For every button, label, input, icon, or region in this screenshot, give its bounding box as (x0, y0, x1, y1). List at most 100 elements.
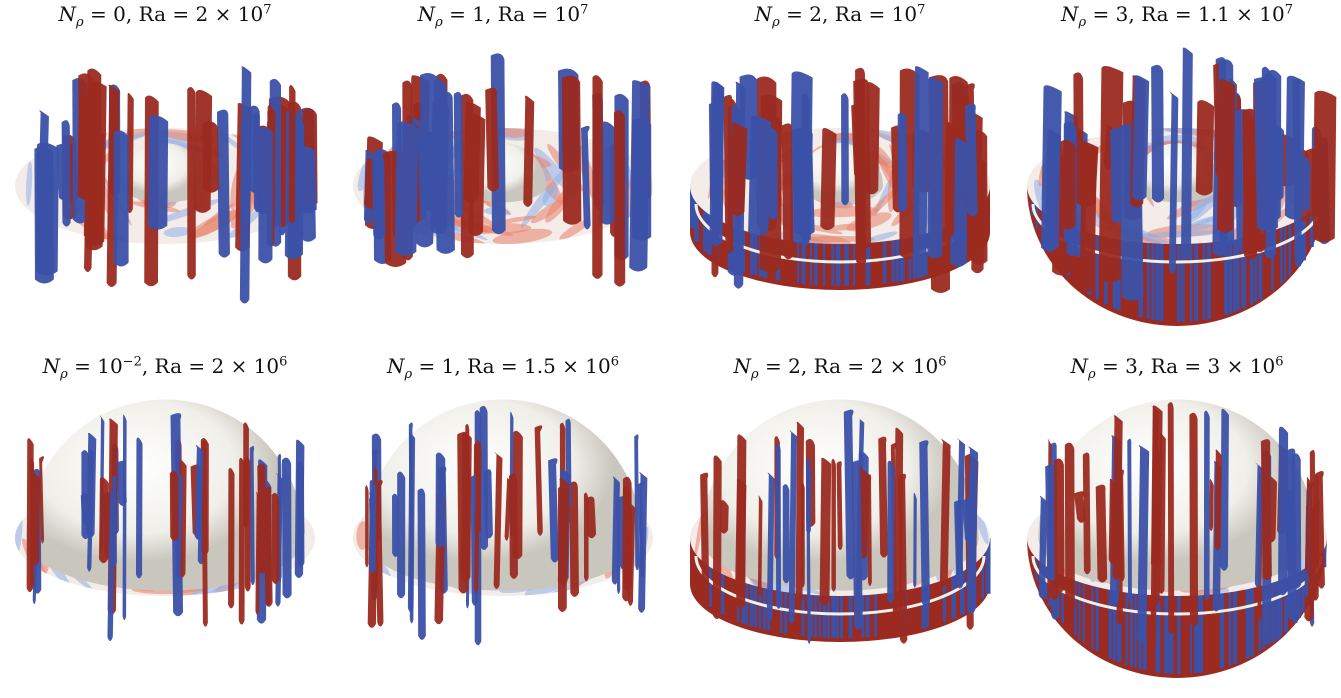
vortex-column (766, 472, 775, 621)
vortex-column (782, 484, 790, 584)
vortex-column (1059, 139, 1076, 230)
vortex-column (897, 112, 908, 212)
vortex-column (580, 125, 591, 230)
slice-streak (542, 184, 559, 207)
vortex-column (709, 81, 725, 247)
vortex-column (1095, 484, 1108, 583)
inner-core-sphere (364, 399, 642, 591)
slice-streak (492, 228, 553, 244)
shell-stripe (1288, 186, 1292, 276)
rayleigh-number-value: 1.1 × 10 (1198, 2, 1285, 26)
vortex-column (927, 77, 944, 259)
slice-streak (559, 219, 591, 240)
rayleigh-number-value: 3 × 10 (1207, 354, 1276, 378)
vortex-column (1108, 478, 1117, 564)
vortex-column (453, 91, 463, 218)
vortex-column (629, 80, 651, 272)
panel-caption: Nρ = 3, Ra = 1.1 × 107 (1060, 2, 1294, 30)
vortex-column (248, 105, 261, 193)
vortex-column (712, 455, 722, 620)
vortex-column (99, 477, 109, 564)
vortex-column (735, 478, 747, 591)
density-contrast-exponent: −2 (122, 354, 142, 370)
density-contrast-value: 3 (1125, 354, 1138, 378)
shell-stripe (1271, 538, 1276, 643)
density-contrast-value: 2 (809, 2, 822, 26)
vortex-column (723, 94, 734, 254)
slice-streak (163, 226, 191, 238)
rayleigh-number-value: 10 (554, 2, 581, 26)
vortex-column (194, 89, 213, 213)
vortex-column (122, 414, 127, 621)
vortex-column (271, 492, 280, 585)
vortex-column (860, 468, 870, 559)
simulation-render (15, 66, 318, 304)
density-contrast-value: 0 (113, 2, 126, 26)
simulation-render (353, 53, 653, 287)
vortex-column (897, 473, 908, 644)
vortex-column (878, 436, 888, 558)
vortex-column (80, 493, 90, 525)
shell-stripe (1245, 538, 1250, 659)
vortex-column (1074, 491, 1086, 523)
shell-stripe (707, 538, 712, 607)
vortex-column (30, 472, 41, 566)
vortex-column (700, 472, 710, 609)
rayleigh-number-exponent: 7 (580, 2, 589, 18)
shell-stripe (1249, 538, 1254, 657)
vortex-column (1284, 75, 1305, 220)
density-contrast-value: 10 (97, 354, 123, 378)
vortex-column (1137, 445, 1150, 643)
shell-stripe (1202, 186, 1206, 320)
simulation-panel: Nρ = 2, Ra = 2 × 106 (680, 352, 1000, 698)
shell-stripe (1301, 186, 1306, 261)
vortex-column (282, 457, 292, 599)
shell-stripe (1322, 538, 1327, 568)
simulation-panel: Nρ = 2, Ra = 107 (680, 0, 1000, 346)
shell-stripe (1129, 538, 1133, 667)
shell-stripe (1155, 538, 1161, 673)
simulation-panel: Nρ = 1, Ra = 107 (343, 0, 663, 346)
vortex-column (1045, 464, 1057, 581)
shell-stripe (1177, 538, 1181, 674)
shell-stripe (707, 186, 712, 255)
vortex-column (819, 457, 832, 606)
panel-caption: Nρ = 2, Ra = 2 × 106 (733, 354, 947, 382)
vortex-column (87, 446, 95, 572)
shell-stripe (1232, 186, 1238, 312)
vortex-column (801, 93, 810, 246)
vortex-column (1315, 470, 1325, 589)
vortex-column (493, 452, 503, 589)
panel-caption: Nρ = 10−2, Ra = 2 × 106 (42, 354, 288, 382)
shell-stripe (1189, 186, 1193, 322)
vortex-column (485, 87, 499, 192)
rayleigh-number-exponent: 6 (938, 354, 947, 370)
density-contrast-value: 3 (1115, 2, 1129, 26)
vortex-column (288, 84, 296, 224)
simulation-panel: Nρ = 0, Ra = 2 × 107 (5, 0, 325, 346)
vortex-column (1209, 479, 1214, 531)
panel-caption: Nρ = 1, Ra = 107 (417, 2, 589, 30)
vortex-column (201, 440, 208, 627)
vortex-column (258, 126, 273, 264)
shell-stripe (1159, 186, 1164, 322)
shell-stripe (1279, 186, 1283, 284)
vortex-column (1260, 439, 1272, 581)
vortex-column (757, 495, 763, 595)
shell-stripe (985, 538, 991, 594)
vortex-column (194, 444, 204, 540)
simulation-render (15, 399, 315, 641)
vortex-column (1217, 79, 1236, 233)
vortex-column (637, 482, 645, 578)
vortex-column (420, 72, 440, 212)
vortex-column (583, 492, 589, 582)
vortex-column (853, 78, 872, 250)
vortex-column (228, 467, 235, 609)
vortex-column (592, 75, 603, 279)
vortex-column (369, 479, 377, 574)
vortex-column (294, 439, 305, 578)
vortex-column (831, 458, 836, 592)
shell-stripe (1078, 538, 1081, 640)
vortex-column (1153, 449, 1162, 606)
simulation-panel: Nρ = 1, Ra = 1.5 × 106 (343, 352, 663, 698)
